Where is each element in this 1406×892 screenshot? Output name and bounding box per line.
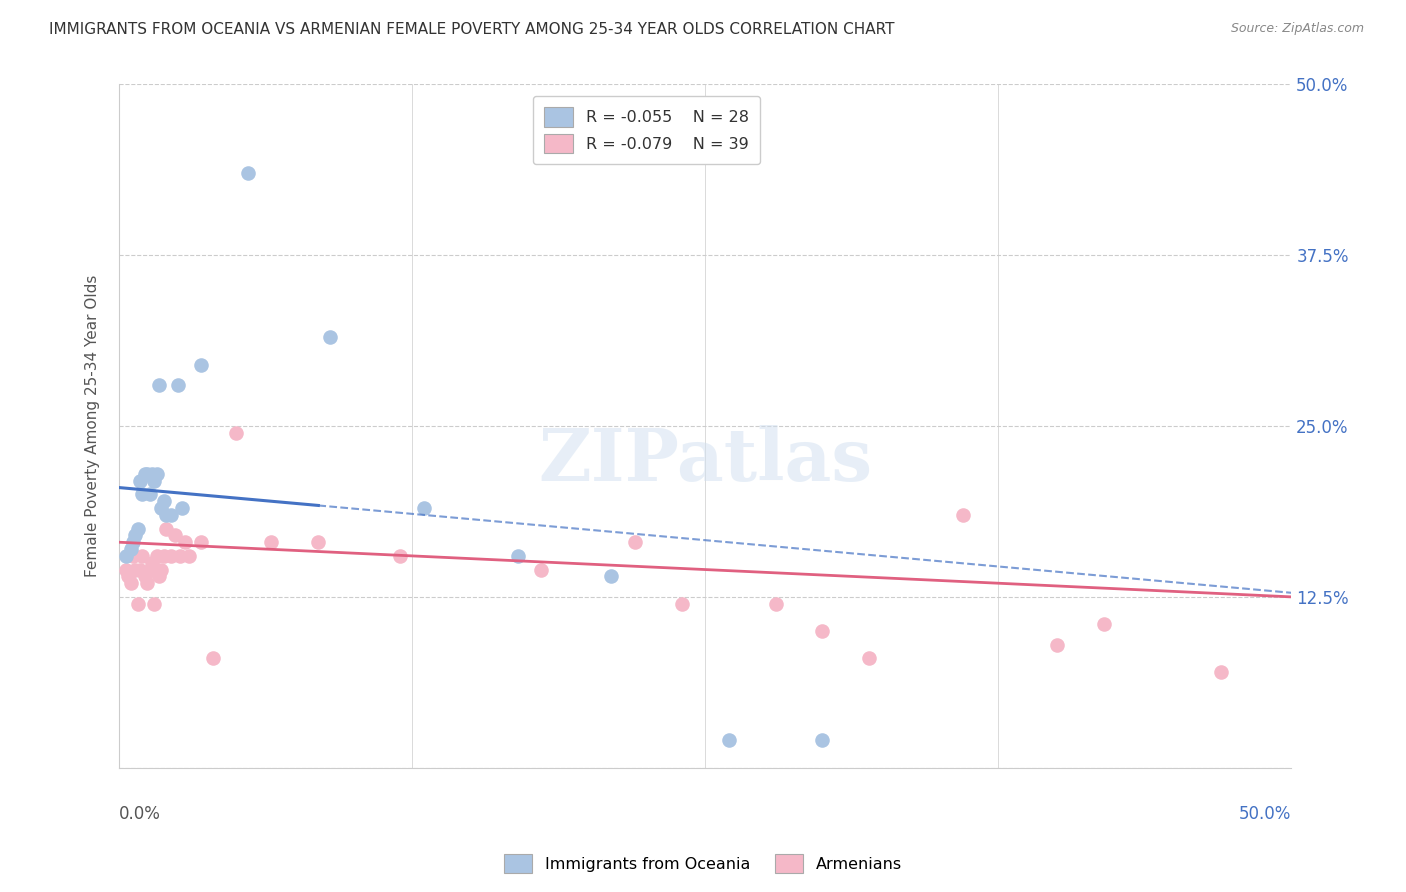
Point (600, 569, 623, 583)
Text: Source: ZipAtlas.com: Source: ZipAtlas.com (1230, 22, 1364, 36)
Point (236, 166, 259, 180)
Text: ZIPatlas: ZIPatlas (538, 425, 872, 496)
Point (143, 597, 166, 611)
Point (811, 733, 834, 747)
Point (201, 651, 224, 665)
Point (145, 549, 167, 563)
Point (143, 474, 166, 488)
Text: 0.0%: 0.0% (120, 805, 160, 823)
Point (765, 597, 787, 611)
Point (190, 535, 212, 549)
Point (319, 330, 342, 344)
Point (506, 549, 529, 563)
Point (152, 494, 174, 508)
Y-axis label: Female Poverty Among 25-34 Year Olds: Female Poverty Among 25-34 Year Olds (86, 275, 100, 577)
Point (141, 467, 163, 481)
Point (127, 522, 149, 536)
Point (389, 549, 412, 563)
Point (134, 467, 156, 481)
Point (150, 501, 173, 516)
Point (131, 549, 153, 563)
Point (624, 535, 647, 549)
Point (671, 597, 693, 611)
Point (530, 563, 553, 577)
Point (190, 358, 212, 372)
Point (159, 508, 181, 522)
Point (150, 563, 173, 577)
Point (141, 556, 163, 570)
Point (117, 569, 139, 583)
Point (131, 487, 153, 501)
Point (129, 474, 152, 488)
Text: 50.0%: 50.0% (1239, 805, 1291, 823)
Point (858, 651, 880, 665)
Point (172, 501, 194, 516)
Point (307, 535, 329, 549)
Point (1046, 638, 1069, 652)
Point (115, 563, 138, 577)
Point (165, 528, 187, 542)
Point (717, 733, 740, 747)
Point (173, 535, 195, 549)
Point (124, 563, 146, 577)
Point (152, 549, 174, 563)
Point (166, 378, 188, 392)
Point (148, 569, 170, 583)
Point (115, 549, 138, 563)
Legend: R = -0.055    N = 28, R = -0.079    N = 39: R = -0.055 N = 28, R = -0.079 N = 39 (533, 95, 761, 164)
Point (260, 535, 283, 549)
Point (138, 487, 160, 501)
Point (120, 576, 142, 591)
Point (1209, 665, 1232, 679)
Point (122, 549, 145, 563)
Point (155, 508, 177, 522)
Point (138, 563, 160, 577)
Point (169, 549, 191, 563)
Point (148, 378, 170, 392)
Point (127, 597, 149, 611)
Point (129, 563, 152, 577)
Point (124, 528, 146, 542)
Point (134, 569, 156, 583)
Point (412, 501, 434, 516)
Text: IMMIGRANTS FROM OCEANIA VS ARMENIAN FEMALE POVERTY AMONG 25-34 YEAR OLDS CORRELA: IMMIGRANTS FROM OCEANIA VS ARMENIAN FEMA… (49, 22, 894, 37)
Point (952, 508, 974, 522)
Legend: Immigrants from Oceania, Armenians: Immigrants from Oceania, Armenians (498, 847, 908, 880)
Point (136, 576, 159, 591)
Point (159, 549, 181, 563)
Point (811, 624, 834, 638)
Point (155, 522, 177, 536)
Point (122, 535, 145, 549)
Point (225, 425, 247, 440)
Point (179, 549, 201, 563)
Point (136, 467, 159, 481)
Point (120, 542, 142, 557)
Point (145, 467, 167, 481)
Point (1092, 617, 1115, 632)
